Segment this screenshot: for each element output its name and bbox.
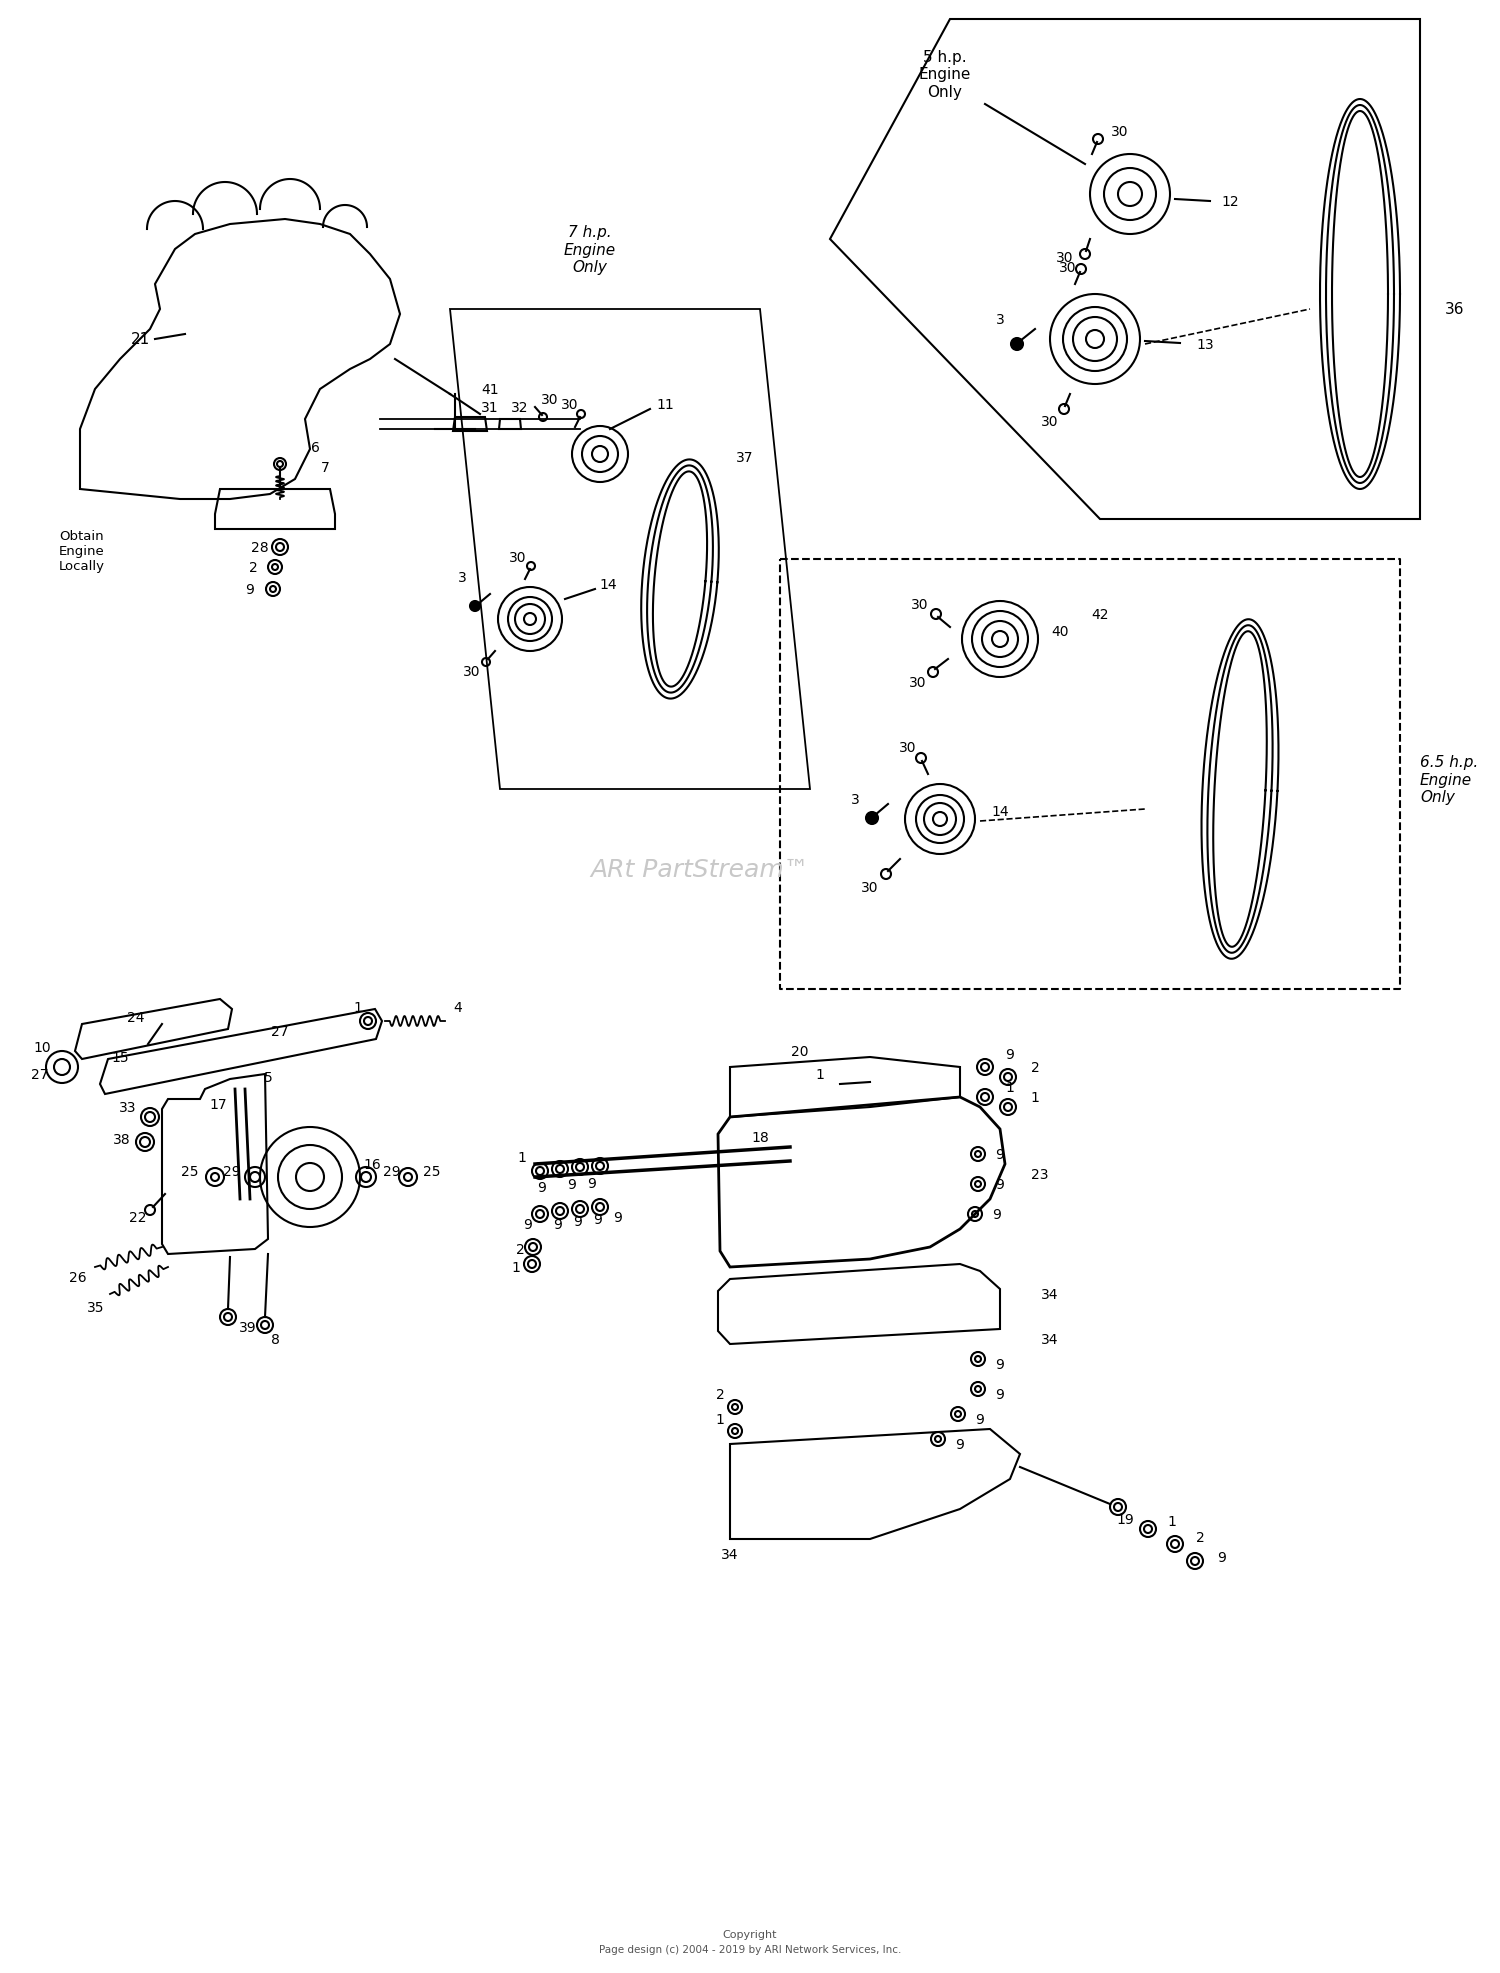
Text: Page design (c) 2004 - 2019 by ARI Network Services, Inc.: Page design (c) 2004 - 2019 by ARI Netwo… xyxy=(598,1943,902,1953)
Text: 15: 15 xyxy=(111,1050,129,1065)
Text: 17: 17 xyxy=(209,1097,226,1111)
Text: 29: 29 xyxy=(382,1164,400,1178)
Text: 9: 9 xyxy=(614,1209,622,1225)
Text: 30: 30 xyxy=(464,665,480,679)
Text: 9: 9 xyxy=(588,1176,597,1190)
Text: 29: 29 xyxy=(224,1164,242,1178)
Text: 1: 1 xyxy=(716,1413,724,1426)
Text: 19: 19 xyxy=(1116,1511,1134,1527)
Text: 1: 1 xyxy=(1005,1081,1014,1095)
Text: 9: 9 xyxy=(246,582,255,596)
Text: 16: 16 xyxy=(363,1158,381,1172)
Text: 34: 34 xyxy=(1041,1286,1059,1302)
Text: 5 h.p.
Engine
Only: 5 h.p. Engine Only xyxy=(920,49,970,101)
Text: 9: 9 xyxy=(975,1413,984,1426)
Text: 1: 1 xyxy=(816,1067,825,1081)
Text: 13: 13 xyxy=(1196,337,1214,351)
Text: 30: 30 xyxy=(542,393,558,406)
Text: 1: 1 xyxy=(518,1150,526,1164)
Text: 30: 30 xyxy=(561,399,579,412)
Text: 22: 22 xyxy=(129,1209,147,1225)
Text: 39: 39 xyxy=(238,1320,256,1334)
Text: 30: 30 xyxy=(1059,260,1077,274)
Text: 34: 34 xyxy=(722,1547,738,1561)
Text: 23: 23 xyxy=(1030,1168,1048,1182)
Text: 9: 9 xyxy=(594,1211,603,1227)
Text: 9: 9 xyxy=(996,1387,1005,1401)
Text: 1: 1 xyxy=(354,1000,363,1014)
Text: 3: 3 xyxy=(850,793,859,807)
Text: 9: 9 xyxy=(996,1148,1005,1162)
Text: 1: 1 xyxy=(1030,1091,1039,1105)
Text: 30: 30 xyxy=(1056,251,1074,264)
Text: 37: 37 xyxy=(736,450,753,466)
Text: 9: 9 xyxy=(956,1436,964,1452)
Text: 2: 2 xyxy=(249,560,258,574)
Text: 11: 11 xyxy=(656,399,674,412)
Text: 42: 42 xyxy=(1090,608,1108,621)
Text: 30: 30 xyxy=(909,675,927,691)
Text: 21: 21 xyxy=(130,331,150,347)
Text: 9: 9 xyxy=(1218,1551,1227,1565)
Text: Obtain
Engine
Locally: Obtain Engine Locally xyxy=(58,529,105,572)
Text: 30: 30 xyxy=(861,880,879,894)
Text: 9: 9 xyxy=(554,1217,562,1231)
Text: 1: 1 xyxy=(512,1261,520,1275)
Text: 9: 9 xyxy=(524,1217,532,1231)
Text: 18: 18 xyxy=(752,1131,770,1144)
Text: 2: 2 xyxy=(1030,1060,1039,1075)
Text: 10: 10 xyxy=(33,1040,51,1054)
Text: 12: 12 xyxy=(1221,195,1239,209)
Text: 31: 31 xyxy=(482,401,500,414)
Text: 3: 3 xyxy=(996,314,1005,328)
Text: 14: 14 xyxy=(992,805,1010,819)
Text: 34: 34 xyxy=(1041,1332,1059,1346)
Text: 36: 36 xyxy=(1444,302,1464,318)
Text: 30: 30 xyxy=(1112,124,1128,138)
Text: 32: 32 xyxy=(512,401,528,414)
Text: 35: 35 xyxy=(87,1300,105,1314)
Text: 2: 2 xyxy=(1196,1531,1204,1545)
Text: 5: 5 xyxy=(264,1071,273,1085)
Text: 30: 30 xyxy=(1041,414,1059,428)
Text: 6.5 h.p.
Engine
Only: 6.5 h.p. Engine Only xyxy=(1420,756,1478,805)
Text: 24: 24 xyxy=(128,1010,146,1024)
Text: 9: 9 xyxy=(993,1207,1002,1221)
Text: 9: 9 xyxy=(996,1178,1005,1192)
Text: ARt PartStream™: ARt PartStream™ xyxy=(591,858,810,882)
Text: 25: 25 xyxy=(182,1164,200,1178)
Text: 8: 8 xyxy=(270,1332,279,1346)
Text: 7 h.p.
Engine
Only: 7 h.p. Engine Only xyxy=(564,225,616,274)
Text: 1: 1 xyxy=(1167,1513,1176,1529)
Text: 9: 9 xyxy=(573,1215,582,1229)
Text: 7: 7 xyxy=(321,462,330,475)
Text: 9: 9 xyxy=(996,1357,1005,1371)
Circle shape xyxy=(1011,339,1023,351)
Text: 33: 33 xyxy=(120,1101,136,1115)
Text: 28: 28 xyxy=(251,541,268,554)
Text: 38: 38 xyxy=(112,1133,130,1146)
Text: 20: 20 xyxy=(790,1044,808,1058)
Text: 2: 2 xyxy=(716,1387,724,1401)
Text: 40: 40 xyxy=(1052,625,1068,639)
Text: 25: 25 xyxy=(423,1164,441,1178)
Text: 14: 14 xyxy=(598,578,616,592)
Text: 9: 9 xyxy=(567,1178,576,1192)
Text: Copyright: Copyright xyxy=(723,1930,777,1939)
Text: 9: 9 xyxy=(1005,1048,1014,1061)
Text: 4: 4 xyxy=(453,1000,462,1014)
Text: 30: 30 xyxy=(910,598,928,612)
Text: 30: 30 xyxy=(509,550,526,564)
Text: 6: 6 xyxy=(310,440,320,454)
Text: 2: 2 xyxy=(516,1243,525,1257)
Text: 27: 27 xyxy=(32,1067,50,1081)
Text: 41: 41 xyxy=(482,383,500,397)
Text: 9: 9 xyxy=(537,1180,546,1194)
Text: 3: 3 xyxy=(458,570,466,584)
Circle shape xyxy=(865,813,877,825)
Circle shape xyxy=(470,602,480,612)
Text: 26: 26 xyxy=(69,1271,87,1284)
Text: 27: 27 xyxy=(272,1024,290,1038)
Text: 30: 30 xyxy=(898,740,916,754)
